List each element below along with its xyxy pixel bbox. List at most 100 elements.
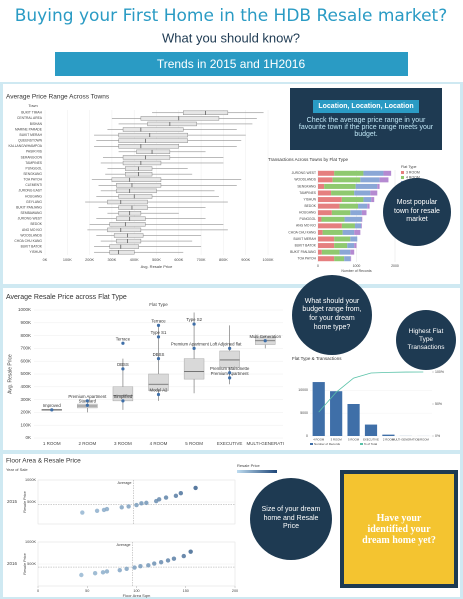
x-tick-label: 200 — [232, 589, 238, 593]
average-label: Average — [117, 481, 131, 485]
point-label: Model A2 — [150, 388, 169, 393]
bar-segment — [318, 177, 333, 183]
y-tick-label: BEDOK — [304, 204, 316, 208]
model-point — [85, 403, 89, 407]
y-tick-label: 0K — [25, 435, 31, 440]
box — [122, 160, 162, 166]
y-tick-label: 500K — [20, 371, 31, 376]
y-tick-label: ANG MO KIO — [22, 228, 42, 232]
box — [122, 155, 171, 160]
scatter-point — [104, 569, 110, 574]
model-point — [156, 323, 161, 327]
callout-text: Check the average price range in your fa… — [298, 117, 434, 138]
box — [140, 116, 220, 121]
y-tick-label: HOUGANG — [299, 211, 316, 215]
bar — [347, 404, 360, 436]
x-tick-label: 200K — [85, 258, 94, 262]
y-tick-label: YISHUN — [30, 250, 43, 254]
chart-title: Average Price Range Across Towns — [6, 94, 110, 101]
x-tick-label: 4 ROOM — [150, 441, 168, 446]
y-tick-label: TAMPINES — [299, 191, 316, 195]
scatter-point — [152, 561, 157, 566]
scatter-point — [124, 566, 129, 572]
y2-tick-label: 100% — [435, 370, 444, 374]
callout-circle: Have your identified your dream home yet… — [340, 470, 458, 588]
bar-segment — [318, 256, 335, 262]
bar-segment — [341, 197, 364, 203]
bar-segment — [324, 183, 356, 189]
scatter-point — [163, 495, 169, 500]
chart-title: Transactions Across Towns by Flat Type — [268, 157, 348, 162]
x-tick-label: 1000K — [263, 258, 274, 262]
bar-segment — [350, 236, 358, 242]
x-tick-label: EXECUTIVE — [217, 441, 243, 446]
banner-text: Trends in 2015 and 1H2016 — [157, 57, 306, 71]
box — [118, 132, 188, 138]
point-label: Terrace — [151, 319, 166, 324]
x-tick-label: 150 — [183, 589, 189, 593]
chart-title: Floor Area & Resale Price — [6, 458, 81, 465]
y-tick-label: CLEMENTI — [25, 183, 42, 187]
y-tick-label: 600K — [20, 358, 31, 363]
y-tick-label: BUKIT BATOK — [21, 245, 43, 249]
y-tick-label: TOA PAYOH — [23, 178, 42, 182]
box — [109, 250, 135, 255]
box — [109, 222, 146, 227]
x-axis-label: Number of Records — [341, 269, 372, 273]
x-tick-label: 800K — [219, 258, 228, 262]
x-tick-label: MULTI-GENERATI — [247, 441, 284, 446]
model-point — [121, 367, 125, 371]
bar-segment — [358, 203, 368, 209]
bar-segment — [318, 249, 322, 255]
y-tick-label: 1000K — [18, 307, 31, 312]
bar-segment — [318, 229, 323, 235]
bar-segment — [354, 223, 362, 229]
y-tick-label: 5000 — [300, 411, 308, 415]
x-tick-label: 2 ROOM — [383, 438, 395, 442]
scatter-point — [193, 485, 198, 491]
legend-swatch — [401, 171, 404, 174]
point-label: Terrace — [116, 336, 131, 341]
bar-segment — [371, 197, 375, 203]
scatter-point — [126, 504, 131, 509]
scatter-point — [117, 567, 122, 573]
box — [107, 227, 142, 233]
bar-segment — [361, 223, 362, 229]
model-point — [156, 357, 161, 361]
point-label: Multi Generation — [249, 334, 281, 339]
y-tick-label: 10000 — [298, 388, 308, 392]
x-tick-label: 400K — [130, 258, 139, 262]
bar-segment — [318, 170, 335, 176]
scatter-point — [138, 564, 143, 569]
legend-gradient — [237, 470, 277, 473]
model-point — [121, 341, 125, 345]
box — [147, 121, 197, 127]
y-tick-label: ANG MO KIO — [296, 224, 316, 228]
scatter-point — [173, 493, 179, 499]
box — [111, 177, 162, 182]
y-tick-label: GEYLANG — [26, 200, 42, 204]
legend-title: Resale Price — [237, 463, 260, 468]
box — [118, 205, 148, 210]
bar-segment — [318, 216, 322, 222]
x-tick-label: 5 ROOM — [348, 438, 360, 442]
chart-title: Flat Type & Transactions — [292, 356, 342, 361]
callout-circle: Most popular town for resale market — [383, 178, 451, 246]
x-tick-label: 1 ROOM — [418, 438, 430, 442]
page-title: Buying your First Home in the HDB Resale… — [15, 6, 447, 26]
bar-segment — [331, 190, 355, 196]
scatter-point — [100, 570, 106, 575]
scatter-point — [104, 506, 110, 512]
x-tick-label: 1 ROOM — [43, 441, 61, 446]
box — [107, 199, 148, 205]
point-label: Premium Apartment Loft — [171, 342, 218, 347]
bar-segment — [354, 190, 371, 196]
scatter-point — [146, 563, 151, 568]
bar-segment — [363, 197, 372, 203]
y-axis-label: Resale Price — [23, 491, 27, 513]
y-tick-label: HOUGANG — [25, 194, 42, 198]
y-tick-label: 900K — [20, 320, 31, 325]
point-label: Type S1 — [151, 330, 167, 335]
model-point — [192, 346, 196, 350]
